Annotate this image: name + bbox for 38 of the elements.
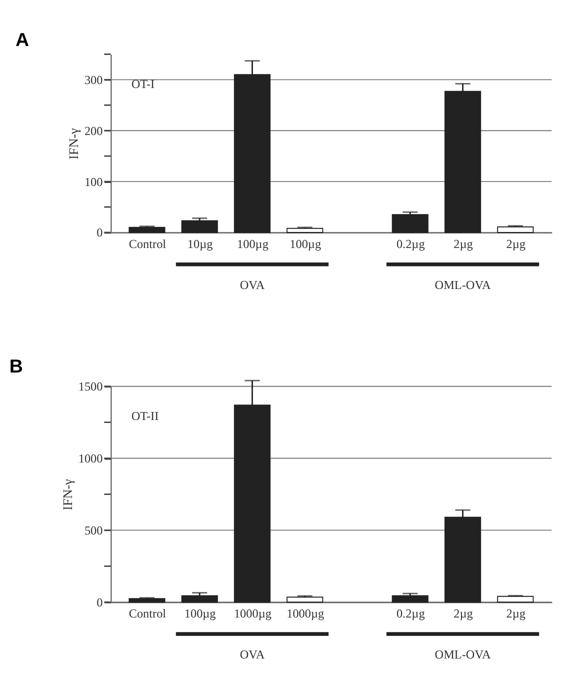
y-tick-label: 1000 xyxy=(78,451,103,466)
x-tick-label: 10µg xyxy=(187,236,213,251)
annotation: OT-II xyxy=(131,409,159,424)
x-tick-label: 100µg xyxy=(237,236,268,251)
x-tick-label: 0.2µg xyxy=(396,236,425,251)
x-tick-label: 100µg xyxy=(290,236,322,251)
x-tick-label: 2µg xyxy=(454,606,473,621)
x-tick-label: 0.2µg xyxy=(396,606,425,621)
chart-title: B xyxy=(9,355,23,376)
y-tick-label: 0 xyxy=(96,595,103,610)
bar xyxy=(128,226,166,233)
text: OVA xyxy=(240,278,265,292)
x-tick-label: 1000µg xyxy=(234,606,272,621)
y-axis-title: IFN-γ xyxy=(66,128,81,160)
bar xyxy=(286,228,324,233)
x-tick-label: Control xyxy=(128,236,167,251)
text: OVA xyxy=(240,647,265,662)
x-tick-label: 100µg xyxy=(184,606,216,621)
x-tick-label: 2µg xyxy=(506,236,526,251)
x-tick-label: 2µg xyxy=(454,236,473,251)
chart-title: A xyxy=(15,29,30,50)
annotation: OT-I xyxy=(131,76,155,91)
text: OML-OVA xyxy=(434,647,491,662)
y-tick-label: 100 xyxy=(84,174,103,189)
y-tick-label: 300 xyxy=(84,72,103,87)
bar xyxy=(286,596,324,603)
y-tick-label: 1500 xyxy=(78,380,103,394)
x-tick-label: Control xyxy=(128,606,167,621)
x-tick-label: 2µg xyxy=(506,606,526,621)
x-tick-label: 1000µg xyxy=(286,606,324,621)
text: OML-OVA xyxy=(434,278,491,292)
y-axis-title: IFN-γ xyxy=(60,478,75,510)
bar xyxy=(128,598,166,603)
y-tick-label: 500 xyxy=(84,523,103,538)
bar xyxy=(497,226,534,233)
bar xyxy=(497,596,534,603)
y-tick-label: 200 xyxy=(84,124,103,138)
y-tick-label: 0 xyxy=(96,226,103,240)
